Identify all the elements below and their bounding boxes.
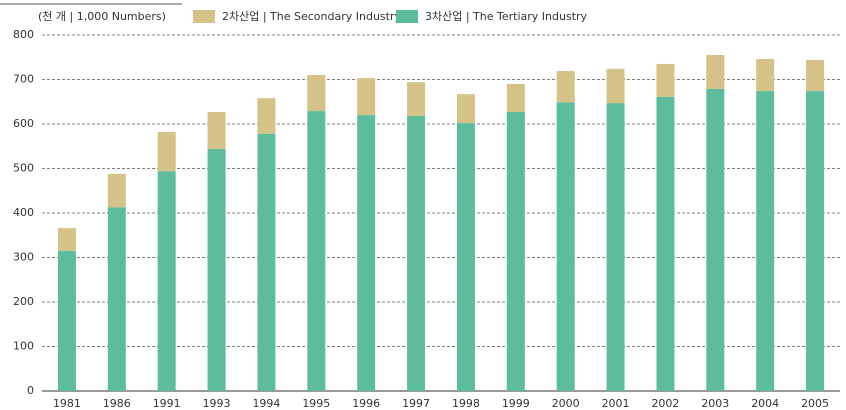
x-tick-label: 1999 xyxy=(502,397,530,410)
x-tick-label: 2001 xyxy=(602,397,630,410)
bar-segment xyxy=(506,83,525,112)
y-tick-label: 400 xyxy=(13,206,34,219)
y-tick-label: 700 xyxy=(13,73,34,86)
x-tick-label: 1991 xyxy=(153,397,181,410)
bar-segment xyxy=(407,82,426,116)
x-tick-label: 2000 xyxy=(552,397,580,410)
bar-segment xyxy=(157,171,176,391)
y-tick-label: 600 xyxy=(13,117,34,130)
bar-segment xyxy=(806,59,825,92)
bar-segment xyxy=(656,96,675,391)
bar-segment xyxy=(656,63,675,97)
bar-segment xyxy=(257,98,276,134)
bar-segment xyxy=(456,123,475,392)
x-tick-label: 1997 xyxy=(402,397,430,410)
bar-segment xyxy=(606,103,625,392)
bar-segment xyxy=(506,111,525,392)
bar-segment xyxy=(107,207,126,391)
y-tick-label: 0 xyxy=(27,384,34,397)
bar-segment xyxy=(756,91,775,391)
x-tick-label: 1986 xyxy=(103,397,131,410)
bar-segment xyxy=(107,173,126,208)
bar-segment xyxy=(456,94,475,124)
x-tick-label: 1995 xyxy=(302,397,330,410)
legend-swatch xyxy=(193,10,215,23)
bar-segment xyxy=(57,250,76,391)
y-tick-label: 200 xyxy=(13,295,34,308)
x-tick-label: 1996 xyxy=(352,397,380,410)
bar-segment xyxy=(257,133,276,392)
bar-segment xyxy=(57,228,76,251)
y-tick-label: 800 xyxy=(13,28,34,41)
bar-segment xyxy=(806,91,825,391)
x-tick-label: 1994 xyxy=(252,397,280,410)
bar-segment xyxy=(207,148,226,391)
x-tick-label: 2002 xyxy=(651,397,679,410)
x-tick-label: 2005 xyxy=(801,397,829,410)
legend-label: 2차산업 | The Secondary Industry xyxy=(222,10,402,23)
x-tick-label: 1981 xyxy=(53,397,81,410)
bar-segment xyxy=(307,111,326,391)
bar-segment xyxy=(157,132,176,172)
bar-segment xyxy=(556,102,575,391)
bar-segment xyxy=(606,68,625,104)
unit-label: (천 개 | 1,000 Numbers) xyxy=(38,9,166,23)
bar-segment xyxy=(407,115,426,392)
bar-segment xyxy=(357,115,376,391)
legend-swatch xyxy=(396,10,418,23)
bar-segment xyxy=(556,71,575,103)
legend-label: 3차산업 | The Tertiary Industry xyxy=(425,10,588,23)
y-tick-label: 300 xyxy=(13,251,34,264)
x-tick-label: 1993 xyxy=(203,397,231,410)
bar-segment xyxy=(207,111,226,149)
x-tick-label: 2003 xyxy=(701,397,729,410)
bar-segment xyxy=(706,88,725,391)
x-tick-label: 2004 xyxy=(751,397,779,410)
bar-segment xyxy=(706,55,725,89)
bar-segment xyxy=(307,75,326,112)
y-tick-label: 500 xyxy=(13,162,34,175)
y-tick-label: 100 xyxy=(13,340,34,353)
bar-segment xyxy=(357,78,376,116)
bar-segment xyxy=(756,59,775,92)
x-tick-label: 1998 xyxy=(452,397,480,410)
